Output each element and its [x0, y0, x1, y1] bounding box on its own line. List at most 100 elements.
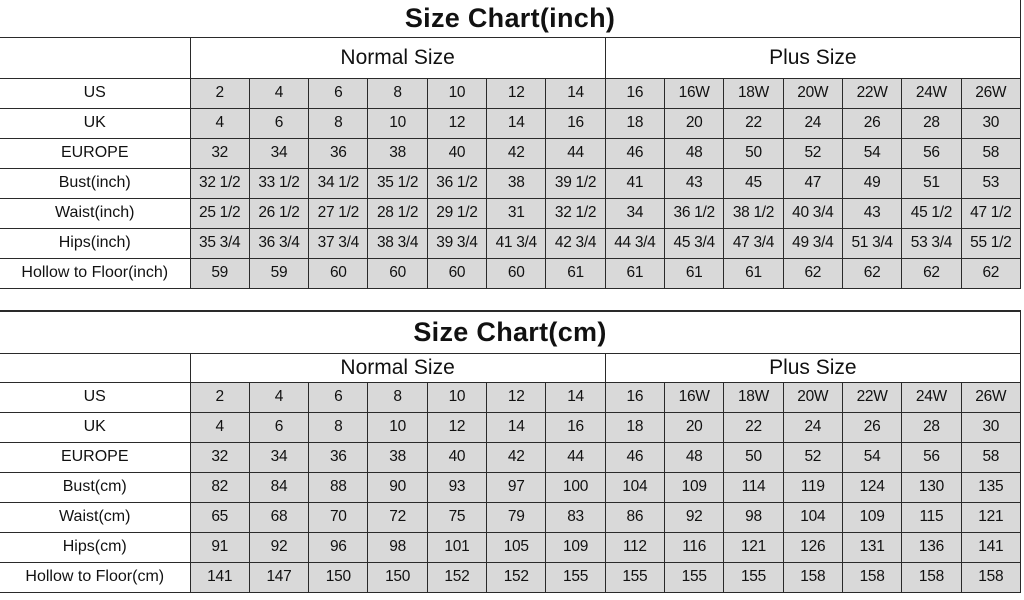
value-cell: 31: [486, 197, 547, 229]
value-cell: 32: [189, 441, 250, 473]
value-cell: 84: [248, 471, 310, 503]
value-cell: 26: [841, 411, 903, 443]
value-cell: 4: [189, 411, 250, 443]
value-cell: 36 1/2: [426, 167, 488, 199]
group-normal-size: Normal Size: [189, 352, 606, 383]
value-cell: 44: [545, 137, 606, 169]
value-cell: 54: [841, 441, 903, 473]
size-chart-inch: Size Chart(inch) Normal Size Plus Size US 2 4…: [0, 0, 1022, 289]
value-cell: 16: [604, 77, 666, 109]
group-normal-size: Normal Size: [189, 36, 606, 79]
value-cell: 4: [189, 107, 250, 139]
value-cell: 62: [901, 257, 962, 289]
value-cell: 152: [486, 561, 547, 593]
value-cell: 35 1/2: [367, 167, 428, 199]
value-cell: 44 3/4: [604, 227, 666, 259]
value-cell: 29 1/2: [426, 197, 488, 229]
value-cell: 45 3/4: [663, 227, 725, 259]
value-cell: 92: [663, 501, 725, 533]
value-cell: 147: [248, 561, 310, 593]
value-cell: 18: [604, 411, 666, 443]
value-cell: 47 3/4: [723, 227, 784, 259]
value-cell: 115: [901, 501, 962, 533]
value-cell: 121: [723, 531, 784, 563]
table-row: Hollow to Floor(cm) 141 147 150 150 152 152 155…: [0, 561, 1022, 593]
value-cell: 79: [486, 501, 547, 533]
value-cell: 114: [723, 471, 784, 503]
value-cell: 60: [367, 257, 428, 289]
value-cell: 14: [486, 411, 547, 443]
row-label: Bust(inch): [0, 167, 191, 199]
value-cell: 155: [663, 561, 725, 593]
value-cell: 10: [367, 411, 428, 443]
value-cell: 155: [723, 561, 784, 593]
value-cell: 131: [841, 531, 903, 563]
value-cell: 58: [960, 137, 1022, 169]
value-cell: 126: [782, 531, 843, 563]
value-cell: 32: [189, 137, 250, 169]
value-cell: 49 3/4: [782, 227, 843, 259]
value-cell: 45 1/2: [901, 197, 962, 229]
value-cell: 24: [782, 107, 843, 139]
value-cell: 12: [486, 381, 547, 413]
value-cell: 6: [308, 77, 369, 109]
value-cell: 16: [604, 381, 666, 413]
value-cell: 12: [486, 77, 547, 109]
value-cell: 52: [782, 441, 843, 473]
size-table: Size Chart(cm) Normal Size Plus Size US 2 4 6 8…: [0, 310, 1022, 593]
value-cell: 36 1/2: [663, 197, 725, 229]
group-plus-size: Plus Size: [604, 36, 1022, 79]
value-cell: 135: [960, 471, 1022, 503]
table-row: UK 4 6 8 10 12 14 16 18 20 22 24 26 28 30: [0, 107, 1022, 139]
table-row: Hips(inch) 35 3/4 36 3/4 37 3/4 38 3/4 39 3/4…: [0, 227, 1022, 259]
value-cell: 20: [663, 411, 725, 443]
value-cell: 16W: [663, 381, 725, 413]
value-cell: 10: [426, 381, 488, 413]
value-cell: 155: [545, 561, 606, 593]
value-cell: 56: [901, 441, 962, 473]
value-cell: 26: [841, 107, 903, 139]
value-cell: 51 3/4: [841, 227, 903, 259]
value-cell: 86: [604, 501, 666, 533]
value-cell: 93: [426, 471, 488, 503]
value-cell: 10: [367, 107, 428, 139]
value-cell: 25 1/2: [189, 197, 250, 229]
value-cell: 98: [367, 531, 428, 563]
value-cell: 101: [426, 531, 488, 563]
value-cell: 39 3/4: [426, 227, 488, 259]
value-cell: 109: [545, 531, 606, 563]
value-cell: 130: [901, 471, 962, 503]
value-cell: 20W: [782, 381, 843, 413]
row-label: US: [0, 77, 191, 109]
table-row: US 2 4 6 8 10 12 14 16 16W 18W 20W 22W 24W 26W: [0, 381, 1022, 413]
value-cell: 47: [782, 167, 843, 199]
value-cell: 38 1/2: [723, 197, 784, 229]
row-label: Waist(inch): [0, 197, 191, 229]
table-row: Bust(inch) 32 1/2 33 1/2 34 1/2 35 1/2 36 1/2…: [0, 167, 1022, 199]
row-label: Waist(cm): [0, 501, 191, 533]
row-label: Hollow to Floor(cm): [0, 561, 191, 593]
value-cell: 24: [782, 411, 843, 443]
value-cell: 46: [604, 441, 666, 473]
value-cell: 28 1/2: [367, 197, 428, 229]
value-cell: 6: [248, 107, 310, 139]
value-cell: 4: [248, 381, 310, 413]
value-cell: 16: [545, 411, 606, 443]
chart-title: Size Chart(inch): [0, 0, 1021, 38]
value-cell: 70: [308, 501, 369, 533]
value-cell: 22W: [841, 77, 903, 109]
value-cell: 49: [841, 167, 903, 199]
table-row: Waist(cm) 65 68 70 72 75 79 83 86 92 98 104 109 115 12…: [0, 501, 1022, 533]
value-cell: 40: [426, 137, 488, 169]
table-row: Bust(cm) 82 84 88 90 93 97 100 104 109 114 119 124 13…: [0, 471, 1022, 503]
table-row: UK 4 6 8 10 12 14 16 18 20 22 24 26 28 30: [0, 411, 1022, 443]
value-cell: 2: [189, 381, 250, 413]
value-cell: 36: [308, 137, 369, 169]
value-cell: 20W: [782, 77, 843, 109]
table-row: Hips(cm) 91 92 96 98 101 105 109 112 116 121 126 131…: [0, 531, 1022, 563]
value-cell: 14: [545, 381, 606, 413]
table-row: Hollow to Floor(inch) 59 59 60 60 60 60 61 61 61 6…: [0, 257, 1022, 289]
value-cell: 18W: [723, 77, 784, 109]
value-cell: 30: [960, 107, 1022, 139]
value-cell: 24W: [901, 381, 962, 413]
